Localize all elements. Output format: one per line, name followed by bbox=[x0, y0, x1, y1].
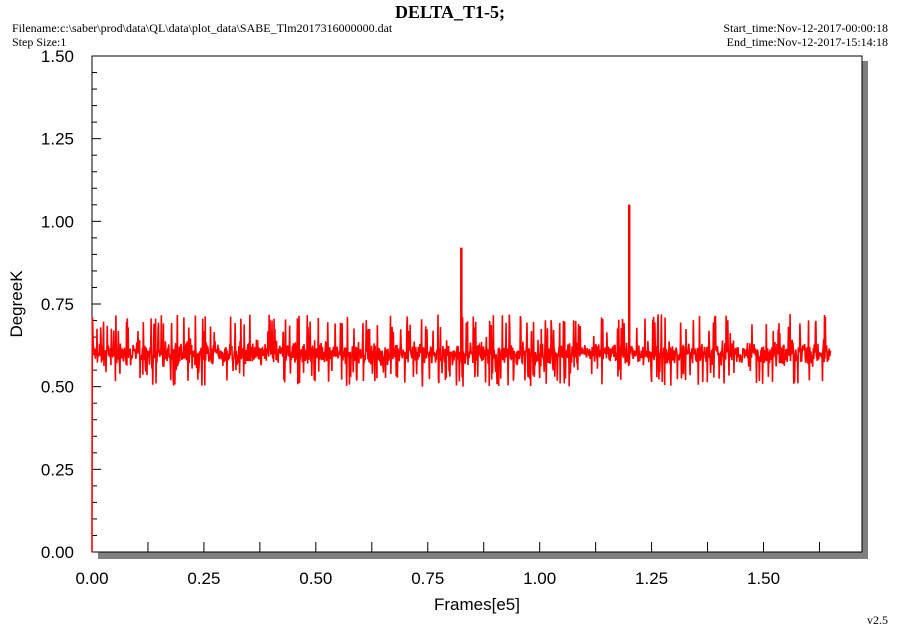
plot-area bbox=[91, 55, 863, 553]
x-tick-label: 0.75 bbox=[411, 569, 444, 588]
series-line bbox=[91, 204, 832, 553]
start-time-label: Start_time:Nov-12-2017-00:00:18 bbox=[723, 21, 888, 35]
x-axis-label: Frames[e5] bbox=[434, 595, 520, 614]
x-tick-label: 0.50 bbox=[299, 569, 332, 588]
step-size-label: Step Size:1 bbox=[12, 35, 67, 49]
x-tick-label: 1.25 bbox=[635, 569, 668, 588]
y-tick-label: 0.00 bbox=[41, 543, 74, 562]
y-tick-label: 0.25 bbox=[41, 460, 74, 479]
y-tick-label: 0.75 bbox=[41, 295, 74, 314]
x-tick-label: 1.50 bbox=[747, 569, 780, 588]
y-tick-label: 0.50 bbox=[41, 378, 74, 397]
end-time-label: End_time:Nov-12-2017-15:14:18 bbox=[726, 35, 888, 49]
y-tick-label: 1.25 bbox=[41, 130, 74, 149]
x-tick-label: 1.00 bbox=[523, 569, 556, 588]
y-tick-label: 1.50 bbox=[41, 47, 74, 66]
series-layer bbox=[91, 204, 832, 553]
y-axis: 0.00 0.25 0.50 0.75 1.00 1.25 1.50 bbox=[41, 47, 101, 562]
x-axis: 0.00 0.25 0.50 0.75 1.00 1.25 1.50 bbox=[75, 542, 820, 588]
x-tick-label: 0.25 bbox=[187, 569, 220, 588]
y-axis-label: DegreeK bbox=[7, 270, 26, 338]
version-label: v2.5 bbox=[867, 613, 888, 627]
filename-label: Filename:c:\saber\prod\data\QL\data\plot… bbox=[12, 21, 393, 35]
chart-title: DELTA_T1-5; bbox=[394, 2, 506, 22]
x-tick-label: 0.00 bbox=[75, 569, 108, 588]
y-tick-label: 1.00 bbox=[41, 212, 74, 231]
